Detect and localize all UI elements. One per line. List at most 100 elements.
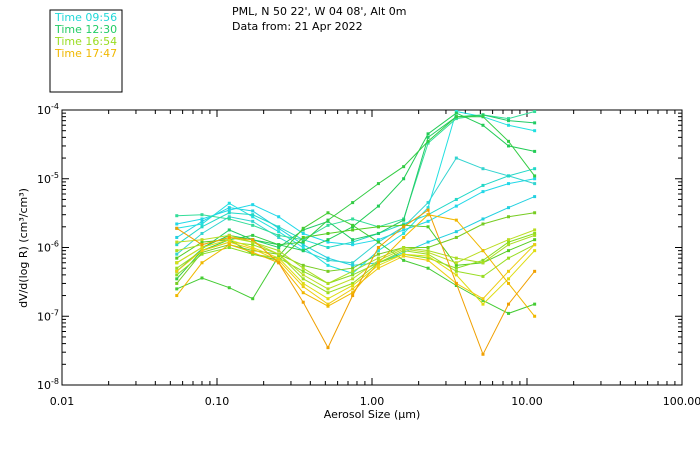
data-point bbox=[454, 256, 458, 260]
data-point bbox=[376, 258, 380, 262]
data-point bbox=[227, 215, 231, 219]
data-point bbox=[200, 222, 204, 226]
data-point bbox=[175, 294, 179, 298]
data-point bbox=[507, 117, 511, 121]
data-point bbox=[301, 228, 305, 232]
data-point bbox=[376, 261, 380, 265]
data-point bbox=[351, 281, 355, 285]
data-point bbox=[454, 281, 458, 285]
data-point bbox=[326, 304, 330, 308]
series-s20 bbox=[175, 208, 537, 356]
series-s19 bbox=[175, 213, 537, 318]
data-point bbox=[175, 249, 179, 253]
data-point bbox=[175, 269, 179, 273]
data-point bbox=[301, 235, 305, 239]
data-point bbox=[175, 252, 179, 256]
series-s06 bbox=[175, 110, 537, 242]
data-point bbox=[175, 222, 179, 226]
legend-entry: Time 17:47 bbox=[54, 47, 117, 60]
data-point bbox=[351, 294, 355, 298]
data-point bbox=[251, 223, 255, 227]
data-point bbox=[301, 226, 305, 230]
data-point bbox=[402, 235, 406, 239]
data-point bbox=[481, 113, 485, 117]
x-tick-label: 0.01 bbox=[50, 395, 75, 408]
data-point bbox=[277, 258, 281, 262]
data-point bbox=[507, 182, 511, 186]
data-point bbox=[351, 273, 355, 277]
data-point bbox=[200, 249, 204, 253]
legend-entry: Time 12:30 bbox=[54, 23, 117, 36]
data-point bbox=[175, 287, 179, 291]
data-point bbox=[277, 246, 281, 249]
data-point bbox=[227, 235, 231, 239]
data-point bbox=[301, 243, 305, 247]
data-point bbox=[376, 252, 380, 256]
data-point bbox=[301, 240, 305, 244]
data-point bbox=[426, 201, 430, 205]
data-point bbox=[351, 201, 355, 205]
data-point bbox=[227, 206, 231, 210]
series-s09 bbox=[175, 115, 537, 281]
data-point bbox=[454, 156, 458, 160]
data-point bbox=[326, 346, 330, 350]
data-point bbox=[251, 240, 255, 244]
data-point bbox=[175, 273, 179, 277]
data-point bbox=[200, 261, 204, 265]
data-point bbox=[454, 261, 458, 265]
data-point bbox=[481, 297, 485, 301]
data-point bbox=[533, 182, 537, 186]
data-point bbox=[175, 226, 179, 230]
data-point bbox=[227, 243, 231, 247]
data-point bbox=[533, 167, 537, 171]
data-point bbox=[326, 246, 330, 249]
y-tick-label: 10-5 bbox=[37, 171, 59, 186]
data-point bbox=[402, 225, 406, 229]
data-point bbox=[481, 222, 485, 226]
data-point bbox=[277, 215, 281, 219]
data-point bbox=[376, 225, 380, 229]
y-tick-label: 10-8 bbox=[37, 377, 59, 392]
data-point bbox=[175, 281, 179, 285]
data-point bbox=[227, 238, 231, 242]
series-s12 bbox=[175, 211, 537, 285]
data-point bbox=[507, 311, 511, 315]
data-point bbox=[326, 287, 330, 291]
series-line bbox=[176, 239, 535, 305]
chart-title-location: PML, N 50 22', W 04 08', Alt 0m bbox=[232, 5, 406, 18]
data-point bbox=[200, 238, 204, 242]
data-point bbox=[533, 238, 537, 242]
data-point bbox=[533, 228, 537, 232]
legend-entry: Time 16:54 bbox=[54, 35, 117, 48]
data-point bbox=[251, 246, 255, 249]
data-point bbox=[301, 263, 305, 267]
data-point bbox=[533, 149, 537, 153]
series-s17 bbox=[175, 238, 537, 306]
data-point bbox=[376, 240, 380, 244]
data-point bbox=[227, 201, 231, 205]
data-point bbox=[200, 247, 204, 251]
data-point bbox=[426, 206, 430, 210]
data-point bbox=[326, 218, 330, 222]
data-point bbox=[200, 217, 204, 221]
data-point bbox=[351, 291, 355, 295]
data-point bbox=[402, 246, 406, 249]
data-point bbox=[175, 261, 179, 265]
data-point bbox=[277, 225, 281, 229]
data-point bbox=[426, 208, 430, 212]
data-point bbox=[454, 235, 458, 239]
data-point bbox=[426, 139, 430, 143]
data-point bbox=[227, 228, 231, 232]
data-point bbox=[277, 230, 281, 234]
data-point bbox=[426, 132, 430, 136]
data-point bbox=[326, 256, 330, 260]
data-point bbox=[326, 291, 330, 295]
data-point bbox=[227, 233, 231, 237]
data-point bbox=[376, 263, 380, 267]
data-point bbox=[251, 297, 255, 301]
data-point bbox=[481, 258, 485, 262]
data-point bbox=[533, 211, 537, 215]
data-point bbox=[507, 249, 511, 253]
data-point bbox=[426, 225, 430, 229]
